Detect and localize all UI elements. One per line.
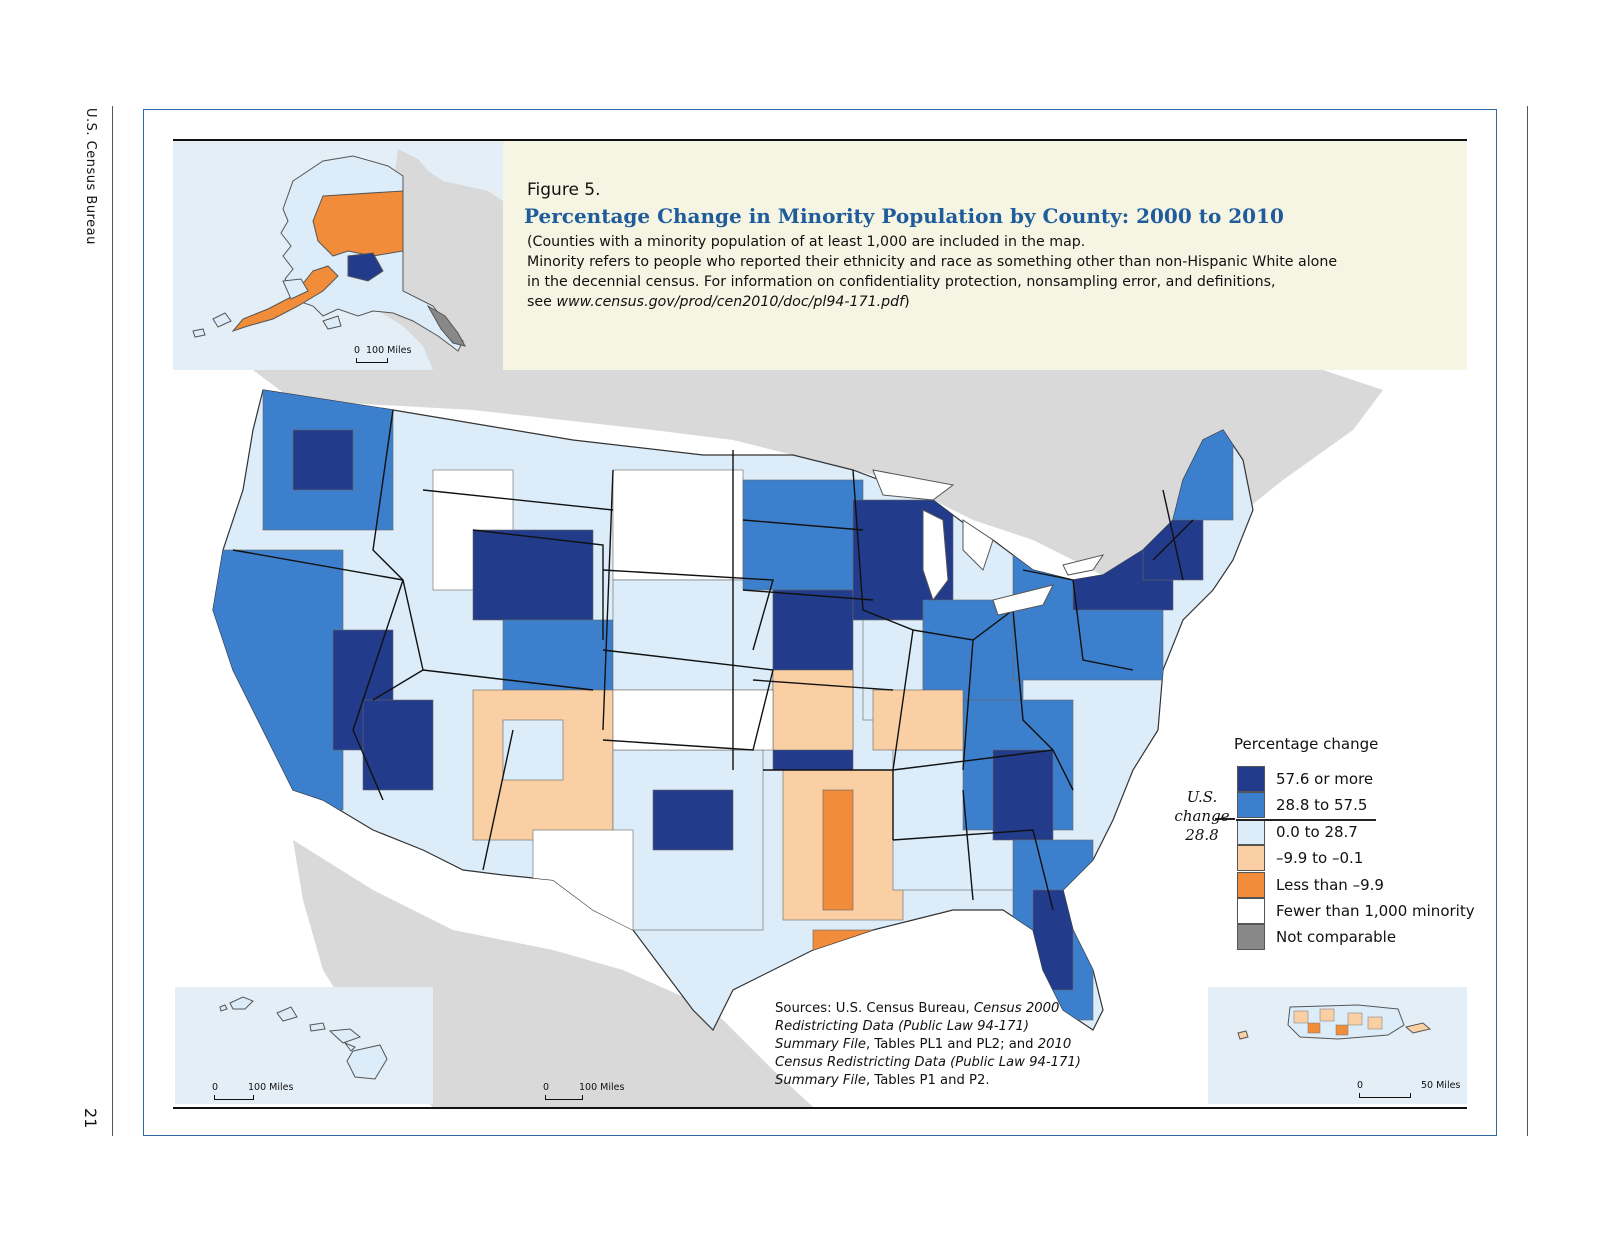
legend-item: 57.6 or more xyxy=(1237,766,1473,792)
figure-title: Percentage Change in Minority Population… xyxy=(524,204,1284,228)
legend-item: 0.0 to 28.7 xyxy=(1237,819,1473,845)
legend-item: Less than –9.9 xyxy=(1237,872,1473,898)
figure-bottom-rule xyxy=(173,1107,1467,1109)
figure-note: (Counties with a minority population of … xyxy=(527,234,1338,310)
title-panel xyxy=(503,141,1467,370)
legend-item: Not comparable xyxy=(1237,924,1473,950)
puerto-rico-map xyxy=(1237,1004,1432,1040)
alaska-map xyxy=(192,149,503,370)
alaska-inset xyxy=(173,141,503,370)
us-change-divider xyxy=(1236,819,1376,821)
legend-swatch xyxy=(1237,766,1265,792)
hawaii-inset xyxy=(175,987,433,1104)
puerto-rico-inset xyxy=(1208,987,1467,1104)
us-map-svg xyxy=(212,370,1383,1107)
hawaii-map xyxy=(219,996,388,1080)
legend-swatch xyxy=(1237,872,1265,898)
legend-item: 28.8 to 57.5 xyxy=(1237,792,1473,818)
legend-swatch xyxy=(1237,898,1265,924)
legend-item: Fewer than 1,000 minority xyxy=(1237,898,1475,924)
margin-rule-left xyxy=(112,106,113,1136)
legend-title: Percentage change xyxy=(1234,735,1379,753)
us-change-annotation: U.S. change 28.8 xyxy=(1174,788,1230,844)
margin-rule-right xyxy=(1527,106,1528,1136)
legend-swatch xyxy=(1237,792,1265,818)
legend-swatch xyxy=(1237,819,1265,845)
us-change-pointer xyxy=(1215,818,1235,820)
source-url: www.census.gov/prod/cen2010/doc/pl94-171… xyxy=(556,294,905,310)
legend: Percentage change 57.6 or more 28.8 to 5… xyxy=(1234,735,1475,970)
legend-swatch xyxy=(1237,924,1265,950)
sources-note: Sources: U.S. Census Bureau, Census 2000… xyxy=(775,1001,1081,1088)
us-county-map xyxy=(173,370,1467,1107)
page-number: 21 xyxy=(81,1108,100,1129)
figure-label: Figure 5. xyxy=(527,180,601,200)
legend-swatch xyxy=(1237,845,1265,871)
running-head: U.S. Census Bureau xyxy=(83,108,98,245)
legend-item: –9.9 to –0.1 xyxy=(1237,845,1473,871)
figure-top-rule xyxy=(173,139,1467,141)
